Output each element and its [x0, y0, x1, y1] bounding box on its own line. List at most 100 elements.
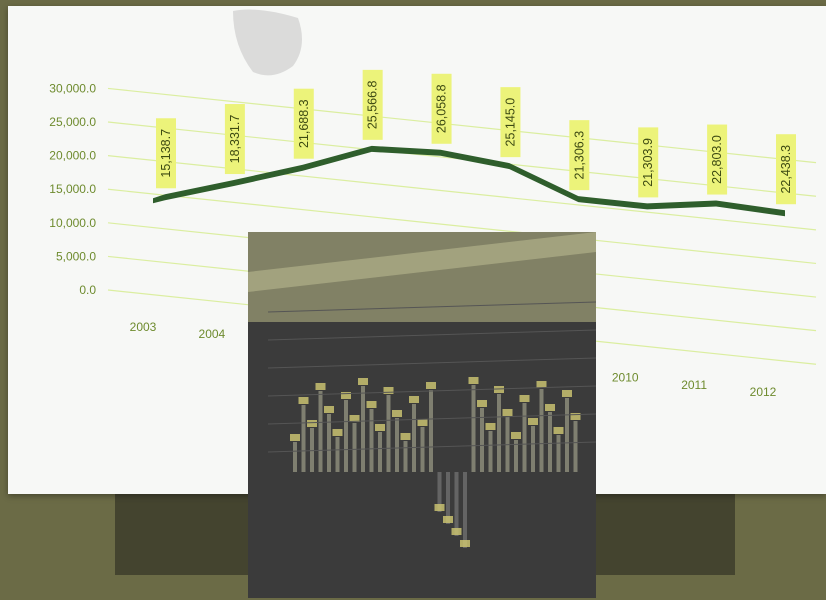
inset-bar-tag: [290, 434, 300, 441]
inset-bar-tag: [307, 420, 317, 427]
inset-bar: [386, 395, 391, 472]
inset-bar: [446, 472, 450, 524]
inset-bar: [310, 428, 314, 472]
inset-bar-tag: [375, 424, 385, 431]
x-tick-label: 2004: [199, 327, 226, 341]
inset-bar: [378, 432, 382, 472]
inset-gridline: [267, 329, 596, 341]
inset-bar-tag: [426, 382, 436, 389]
data-label-text: 18,331.7: [228, 115, 242, 164]
y-tick-label: 25,000.0: [49, 115, 96, 129]
y-tick-label: 5,000.0: [56, 249, 96, 263]
inset-bar: [514, 440, 518, 472]
inset-bar: [556, 435, 561, 472]
inset-bar: [454, 472, 459, 536]
inset-bar-tag: [460, 540, 470, 547]
inset-bar: [403, 441, 408, 472]
inset-bar: [471, 385, 476, 472]
inset-bar-tag: [392, 410, 402, 417]
inset-bar-tag: [409, 396, 419, 403]
inset-bar: [522, 403, 527, 472]
data-label: 25,145.0: [500, 87, 521, 158]
inset-bar: [352, 423, 357, 472]
inset-bar: [335, 437, 340, 472]
inset-bar-chart-image: [248, 232, 596, 598]
inset-bar-tag: [511, 432, 521, 439]
data-label-box: [156, 118, 176, 189]
map-shape: [233, 9, 302, 76]
inset-bar-tag: [341, 392, 351, 399]
inset-bar-tag: [383, 387, 394, 394]
inset-bar: [412, 404, 416, 472]
inset-bar: [488, 431, 493, 472]
inset-bar-tag: [545, 404, 555, 411]
data-label-box: [362, 69, 383, 140]
data-label: 21,303.9: [638, 127, 659, 198]
inset-bar: [361, 386, 365, 472]
data-label-text: 22,438.3: [779, 145, 793, 194]
inset-bar: [429, 390, 433, 472]
inset-bar: [437, 472, 442, 512]
data-label: 21,306.3: [569, 120, 590, 191]
inset-bar-tag: [528, 418, 538, 425]
inset-bar-tag: [298, 397, 309, 404]
data-label-text: 21,303.9: [641, 138, 655, 187]
inset-bar: [480, 408, 484, 472]
data-label: 26,058.8: [431, 73, 452, 144]
data-label: 22,438.3: [776, 134, 796, 205]
data-label: 15,138.7: [156, 118, 176, 189]
inset-gridline: [267, 301, 596, 313]
inset-bar-tag: [443, 516, 453, 523]
data-label-box: [500, 87, 521, 158]
inset-bar-tag: [315, 383, 326, 390]
data-label-text: 15,138.7: [159, 129, 173, 178]
inset-bar: [369, 409, 374, 472]
inset-bar: [344, 400, 348, 472]
inset-bar-tag: [536, 381, 547, 388]
inset-bar: [293, 442, 297, 472]
inset-bar-tag: [324, 406, 334, 413]
series-line: [153, 145, 785, 217]
inset-bar-tag: [485, 423, 496, 430]
inset-gridline: [267, 441, 596, 453]
data-label: 25,566.8: [362, 69, 383, 140]
gridline: [107, 188, 817, 265]
inset-bar: [420, 427, 425, 472]
inset-bar-tag: [417, 419, 428, 426]
inset-bar-tag: [332, 429, 343, 436]
inset-bar-tag: [468, 377, 479, 384]
x-tick-label: 2003: [130, 320, 157, 334]
x-tick-label: 2010: [612, 371, 639, 385]
inset-bar: [318, 391, 323, 472]
inset-bar: [539, 389, 544, 472]
inset-bar: [497, 394, 501, 472]
y-tick-label: 30,000.0: [49, 81, 96, 95]
inset-bar-tag: [349, 415, 360, 422]
inset-gridline: [267, 385, 596, 397]
y-tick-label: 10,000.0: [49, 216, 96, 230]
gridline: [107, 87, 817, 164]
inset-bar-tag: [400, 433, 411, 440]
inset-bar: [463, 472, 467, 548]
inset-bar: [327, 414, 331, 472]
data-label-text: 25,145.0: [503, 98, 517, 147]
data-label-text: 26,058.8: [435, 84, 449, 133]
inset-gridline: [267, 413, 596, 425]
y-tick-label: 15,000.0: [49, 182, 96, 196]
inset-bar-tag: [451, 528, 462, 535]
data-label-box: [638, 127, 659, 198]
inset-bar-tag: [494, 386, 504, 393]
inset-bar-tag: [553, 427, 564, 434]
inset-bar: [395, 418, 399, 472]
inset-bar-tag: [366, 401, 377, 408]
data-label-box: [707, 124, 728, 195]
data-label-text: 21,688.3: [297, 99, 311, 148]
data-label-box: [224, 104, 245, 175]
inset-bar: [548, 412, 552, 472]
data-label-text: 21,306.3: [572, 131, 586, 180]
inset-bar-tag: [477, 400, 487, 407]
x-tick-label: 2011: [681, 378, 707, 392]
inset-bar-tag: [358, 378, 368, 385]
inset-bar-tag: [519, 395, 530, 402]
inset-bar-tag: [562, 390, 572, 397]
